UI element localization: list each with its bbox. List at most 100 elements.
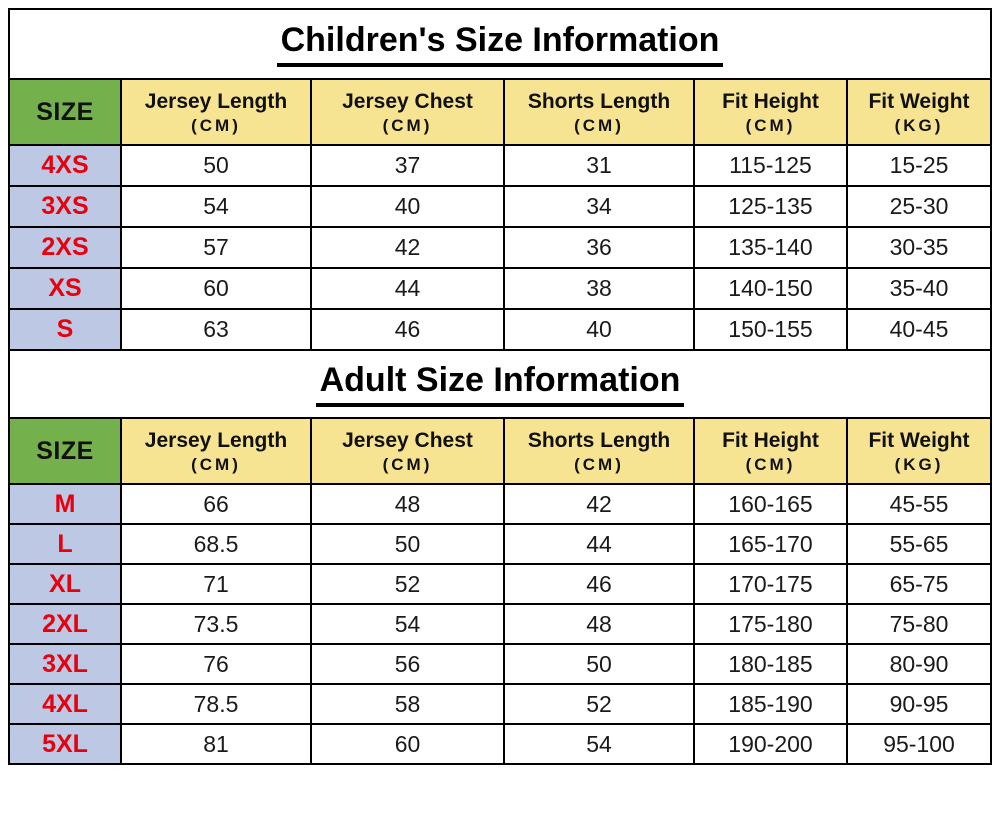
column-header-fit-height: Fit Height (CM) — [693, 78, 848, 146]
header-unit: (KG) — [894, 454, 944, 474]
adult-title-row: Adult Size Information — [7, 349, 993, 419]
size-label: 5XL — [8, 723, 122, 765]
jersey-chest-value: 50 — [310, 523, 505, 565]
header-label: Fit Weight — [868, 428, 970, 452]
header-unit: (CM) — [191, 454, 241, 474]
shorts-length-value: 31 — [503, 144, 695, 187]
fit-weight-value: 90-95 — [845, 683, 993, 725]
header-label: Jersey Chest — [342, 428, 473, 452]
children-title-row: Children's Size Information — [7, 8, 993, 80]
jersey-length-value: 76 — [120, 643, 312, 685]
jersey-length-value: 71 — [120, 563, 312, 605]
fit-weight-value: 25-30 — [845, 185, 993, 228]
column-header-size: SIZE — [8, 417, 122, 485]
table-row-l: L 68.5 50 44 165-170 55-65 — [8, 523, 993, 565]
jersey-chest-value: 58 — [310, 683, 505, 725]
shorts-length-value: 48 — [503, 603, 695, 645]
column-header-jersey-length: Jersey Length (CM) — [120, 78, 312, 146]
jersey-length-value: 73.5 — [120, 603, 312, 645]
fit-height-value: 190-200 — [693, 723, 848, 765]
size-label: 2XL — [8, 603, 122, 645]
size-label: L — [8, 523, 122, 565]
header-unit: (CM) — [745, 115, 796, 135]
header-label: Fit Height — [722, 428, 819, 452]
jersey-chest-value: 54 — [310, 603, 505, 645]
jersey-chest-value: 37 — [310, 144, 505, 187]
table-row-2xl: 2XL 73.5 54 48 175-180 75-80 — [8, 603, 993, 645]
jersey-chest-value: 48 — [310, 483, 505, 525]
shorts-length-value: 46 — [503, 563, 695, 605]
shorts-length-value: 36 — [503, 226, 695, 269]
shorts-length-value: 34 — [503, 185, 695, 228]
size-label: 3XL — [8, 643, 122, 685]
children-section-title: Children's Size Information — [7, 8, 993, 80]
fit-weight-value: 35-40 — [845, 267, 993, 310]
header-label: Jersey Length — [144, 89, 288, 113]
table-row-3xs: 3XS 54 40 34 125-135 25-30 — [8, 185, 993, 228]
header-unit: (CM) — [191, 115, 241, 135]
size-label: M — [8, 483, 122, 525]
table-row-4xl: 4XL 78.5 58 52 185-190 90-95 — [8, 683, 993, 725]
header-label: Jersey Chest — [342, 89, 473, 113]
adult-section-title: Adult Size Information — [7, 349, 993, 419]
jersey-chest-value: 46 — [310, 308, 505, 351]
table-row-2xs: 2XS 57 42 36 135-140 30-35 — [8, 226, 993, 269]
shorts-length-value: 40 — [503, 308, 695, 351]
jersey-length-value: 66 — [120, 483, 312, 525]
jersey-chest-value: 52 — [310, 563, 505, 605]
header-label: Shorts Length — [527, 428, 671, 452]
jersey-length-value: 57 — [120, 226, 312, 269]
table-row-s: S 63 46 40 150-155 40-45 — [8, 308, 993, 351]
adult-header-row: SIZE Jersey Length (CM) Jersey Chest (CM… — [8, 417, 993, 485]
table-row-3xl: 3XL 76 56 50 180-185 80-90 — [8, 643, 993, 685]
jersey-length-value: 81 — [120, 723, 312, 765]
header-unit: (CM) — [745, 454, 796, 474]
fit-weight-value: 15-25 — [845, 144, 993, 187]
fit-height-value: 170-175 — [693, 563, 848, 605]
header-unit: (CM) — [574, 454, 624, 474]
shorts-length-value: 54 — [503, 723, 695, 765]
shorts-length-value: 38 — [503, 267, 695, 310]
size-table: Children's Size Information SIZE Jersey … — [7, 8, 993, 765]
header-label: Fit Weight — [868, 89, 970, 113]
adult-title-text: Adult Size Information — [315, 361, 685, 408]
jersey-length-value: 68.5 — [120, 523, 312, 565]
column-header-fit-weight: Fit Weight (KG) — [845, 417, 993, 485]
fit-weight-value: 45-55 — [845, 483, 993, 525]
header-label: Fit Height — [722, 89, 819, 113]
jersey-length-value: 54 — [120, 185, 312, 228]
fit-height-value: 160-165 — [693, 483, 848, 525]
fit-weight-value: 65-75 — [845, 563, 993, 605]
header-unit: (CM) — [382, 115, 433, 135]
header-unit: (KG) — [894, 115, 944, 135]
column-header-fit-weight: Fit Weight (KG) — [845, 78, 993, 146]
size-label: 4XS — [8, 144, 122, 187]
header-unit: (CM) — [574, 115, 624, 135]
column-header-fit-height: Fit Height (CM) — [693, 417, 848, 485]
shorts-length-value: 44 — [503, 523, 695, 565]
fit-height-value: 115-125 — [693, 144, 848, 187]
jersey-length-value: 60 — [120, 267, 312, 310]
jersey-chest-value: 40 — [310, 185, 505, 228]
column-header-size: SIZE — [8, 78, 122, 146]
children-header-row: SIZE Jersey Length (CM) Jersey Chest (CM… — [8, 78, 993, 146]
jersey-chest-value: 44 — [310, 267, 505, 310]
jersey-chest-value: 42 — [310, 226, 505, 269]
fit-height-value: 165-170 — [693, 523, 848, 565]
fit-height-value: 140-150 — [693, 267, 848, 310]
column-header-shorts-length: Shorts Length (CM) — [503, 78, 695, 146]
fit-weight-value: 75-80 — [845, 603, 993, 645]
table-row-4xs: 4XS 50 37 31 115-125 15-25 — [8, 144, 993, 187]
header-label: Jersey Length — [144, 428, 288, 452]
jersey-chest-value: 56 — [310, 643, 505, 685]
jersey-chest-value: 60 — [310, 723, 505, 765]
fit-height-value: 175-180 — [693, 603, 848, 645]
fit-weight-value: 40-45 — [845, 308, 993, 351]
shorts-length-value: 52 — [503, 683, 695, 725]
jersey-length-value: 78.5 — [120, 683, 312, 725]
jersey-length-value: 50 — [120, 144, 312, 187]
column-header-jersey-chest: Jersey Chest (CM) — [310, 417, 505, 485]
column-header-shorts-length: Shorts Length (CM) — [503, 417, 695, 485]
column-header-jersey-length: Jersey Length (CM) — [120, 417, 312, 485]
